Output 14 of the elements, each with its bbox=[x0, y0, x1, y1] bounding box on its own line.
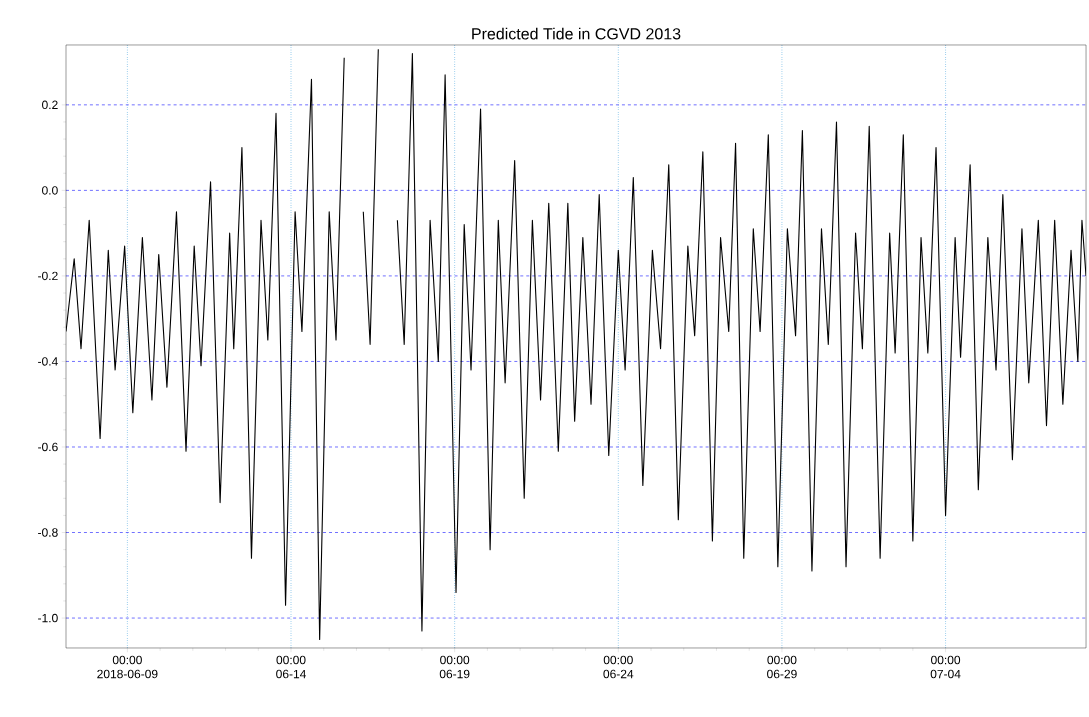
x-tick-label: 00:00 2018-06-09 bbox=[97, 655, 158, 679]
y-tick-label: -0.8 bbox=[38, 528, 58, 537]
x-tick-label: 00:00 07-04 bbox=[930, 655, 961, 679]
y-tick-label: -0.4 bbox=[38, 357, 58, 366]
y-tick-label: 0.0 bbox=[42, 186, 58, 195]
x-tick-label: 00:00 06-24 bbox=[603, 655, 634, 679]
x-tick-label: 00:00 06-29 bbox=[767, 655, 797, 679]
y-tick-label: -1.0 bbox=[38, 613, 58, 623]
x-tick-label: 00:00 06-19 bbox=[439, 655, 470, 679]
y-tick-label: -0.2 bbox=[38, 271, 58, 281]
x-tick-label: 00:00 06-14 bbox=[276, 655, 307, 679]
y-tick-label: -0.6 bbox=[38, 442, 58, 452]
y-tick-label: 0.2 bbox=[42, 100, 58, 110]
chart-title: Predicted Tide in CGVD 2013 bbox=[472, 27, 681, 40]
